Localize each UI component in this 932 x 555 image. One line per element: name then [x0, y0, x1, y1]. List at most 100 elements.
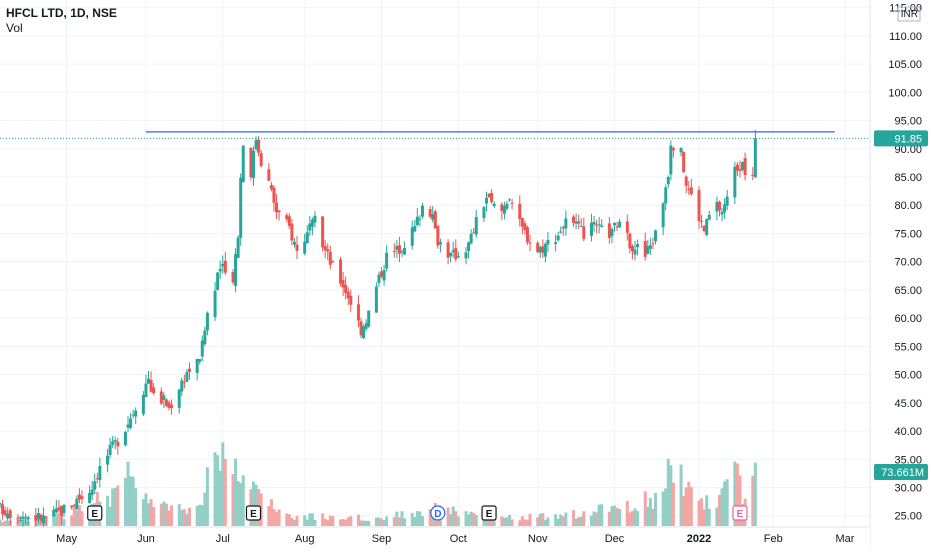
candle-body — [277, 210, 281, 213]
volume-bar — [700, 498, 704, 526]
time-tick-label: 2022 — [687, 533, 711, 545]
candle-body — [420, 205, 424, 217]
candle-body — [436, 225, 440, 246]
volume-bar — [62, 519, 66, 526]
candle-body — [653, 230, 657, 242]
candle-body — [267, 169, 271, 181]
earnings-marker[interactable]: E — [732, 505, 748, 521]
volume-bar — [543, 519, 547, 526]
candle-body — [57, 507, 61, 511]
volume-bar — [600, 504, 604, 526]
candle-body — [113, 440, 117, 442]
candle-body — [561, 227, 565, 229]
candle-body — [149, 380, 153, 392]
candle-body — [75, 498, 79, 510]
candle-body — [492, 203, 496, 207]
candle-body — [241, 145, 245, 182]
candle-body — [723, 204, 727, 213]
volume-bar — [341, 519, 345, 526]
candle-body — [251, 150, 255, 179]
candle-body — [259, 153, 263, 167]
candle-body — [356, 304, 360, 321]
volume-bar — [234, 458, 238, 526]
volume-bar — [1, 521, 5, 526]
volume-indicator-label[interactable]: Vol — [6, 21, 23, 35]
volume-bar — [546, 517, 550, 526]
candle-body — [715, 202, 719, 212]
volume-bar — [259, 493, 263, 526]
volume-bar — [669, 465, 673, 526]
earnings-marker[interactable]: E — [481, 505, 497, 521]
last-price-tag[interactable]: 91.85 — [874, 130, 928, 147]
volume-bar — [367, 520, 371, 526]
volume-bar — [218, 470, 222, 526]
candle-body — [374, 286, 378, 313]
volume-bar — [131, 476, 135, 526]
price-tick-label: 45.00 — [894, 398, 922, 410]
candle-body — [200, 340, 204, 357]
volume-bar — [613, 505, 617, 526]
volume-bar — [356, 514, 360, 526]
candle-body — [671, 147, 675, 151]
volume-bar — [579, 516, 583, 526]
candle-body — [88, 492, 92, 504]
candle-body — [218, 268, 222, 272]
price-tick-label: 95.00 — [894, 116, 922, 128]
volume-bar — [500, 516, 504, 526]
volume-bar — [523, 519, 527, 526]
volume-bar — [285, 513, 289, 526]
candle-body — [418, 218, 422, 220]
volume-bar — [221, 442, 225, 526]
candle-body — [607, 223, 611, 238]
volume-bar — [310, 513, 314, 526]
volume-bar — [633, 508, 637, 526]
candle-body — [738, 169, 742, 171]
volume-bars — [0, 442, 757, 526]
volume-bar — [541, 513, 545, 526]
candle-body — [42, 515, 46, 524]
candle-body — [433, 211, 437, 229]
price-tick-label: 55.00 — [894, 341, 922, 353]
dividend-marker[interactable]: D — [430, 505, 446, 521]
volume-bar — [362, 520, 366, 526]
time-axis-bg — [0, 527, 870, 550]
volume-bar — [106, 495, 110, 526]
volume-bar — [3, 520, 7, 526]
candle-body — [577, 221, 581, 224]
candle-body — [705, 219, 709, 235]
volume-bar — [502, 517, 506, 526]
candle-body — [684, 176, 688, 186]
volume-bar — [292, 519, 296, 526]
volume-bar — [364, 520, 368, 526]
volume-bar — [705, 495, 709, 526]
time-axis[interactable]: May Jun Jul Aug Sep Oct Nov Dec 2022 Feb Mar — [0, 526, 870, 550]
price-axis[interactable]: 25.00 30.00 35.00 40.00 45.00 50.00 55.00 60.00… — [869, 0, 932, 550]
candle-body — [339, 259, 343, 284]
candle-body — [467, 242, 471, 252]
volume-bar — [392, 517, 396, 526]
volume-bar — [735, 463, 739, 526]
volume-bar — [738, 475, 742, 526]
candle-body — [554, 242, 558, 245]
earnings-marker[interactable]: E — [87, 505, 103, 521]
volume-bar — [628, 512, 632, 526]
candle-body — [679, 148, 683, 153]
earnings-badge-box — [481, 505, 497, 521]
volume-bar — [508, 514, 512, 526]
volume-bar — [177, 504, 181, 526]
candle-body — [198, 358, 202, 362]
volume-bar — [241, 475, 245, 526]
earnings-marker[interactable]: E — [245, 505, 262, 521]
price-tick-label: 85.00 — [894, 172, 922, 184]
candle-body — [456, 256, 460, 258]
candle-body — [592, 221, 596, 225]
candle-body — [308, 223, 312, 231]
last-volume-tag[interactable]: 73.661M — [874, 464, 928, 480]
symbol-title[interactable]: HFCL LTD, 1D, NSE — [6, 6, 117, 20]
candle-body — [34, 515, 38, 521]
candle-body — [753, 138, 757, 177]
last-price-tag-bg — [874, 130, 928, 147]
